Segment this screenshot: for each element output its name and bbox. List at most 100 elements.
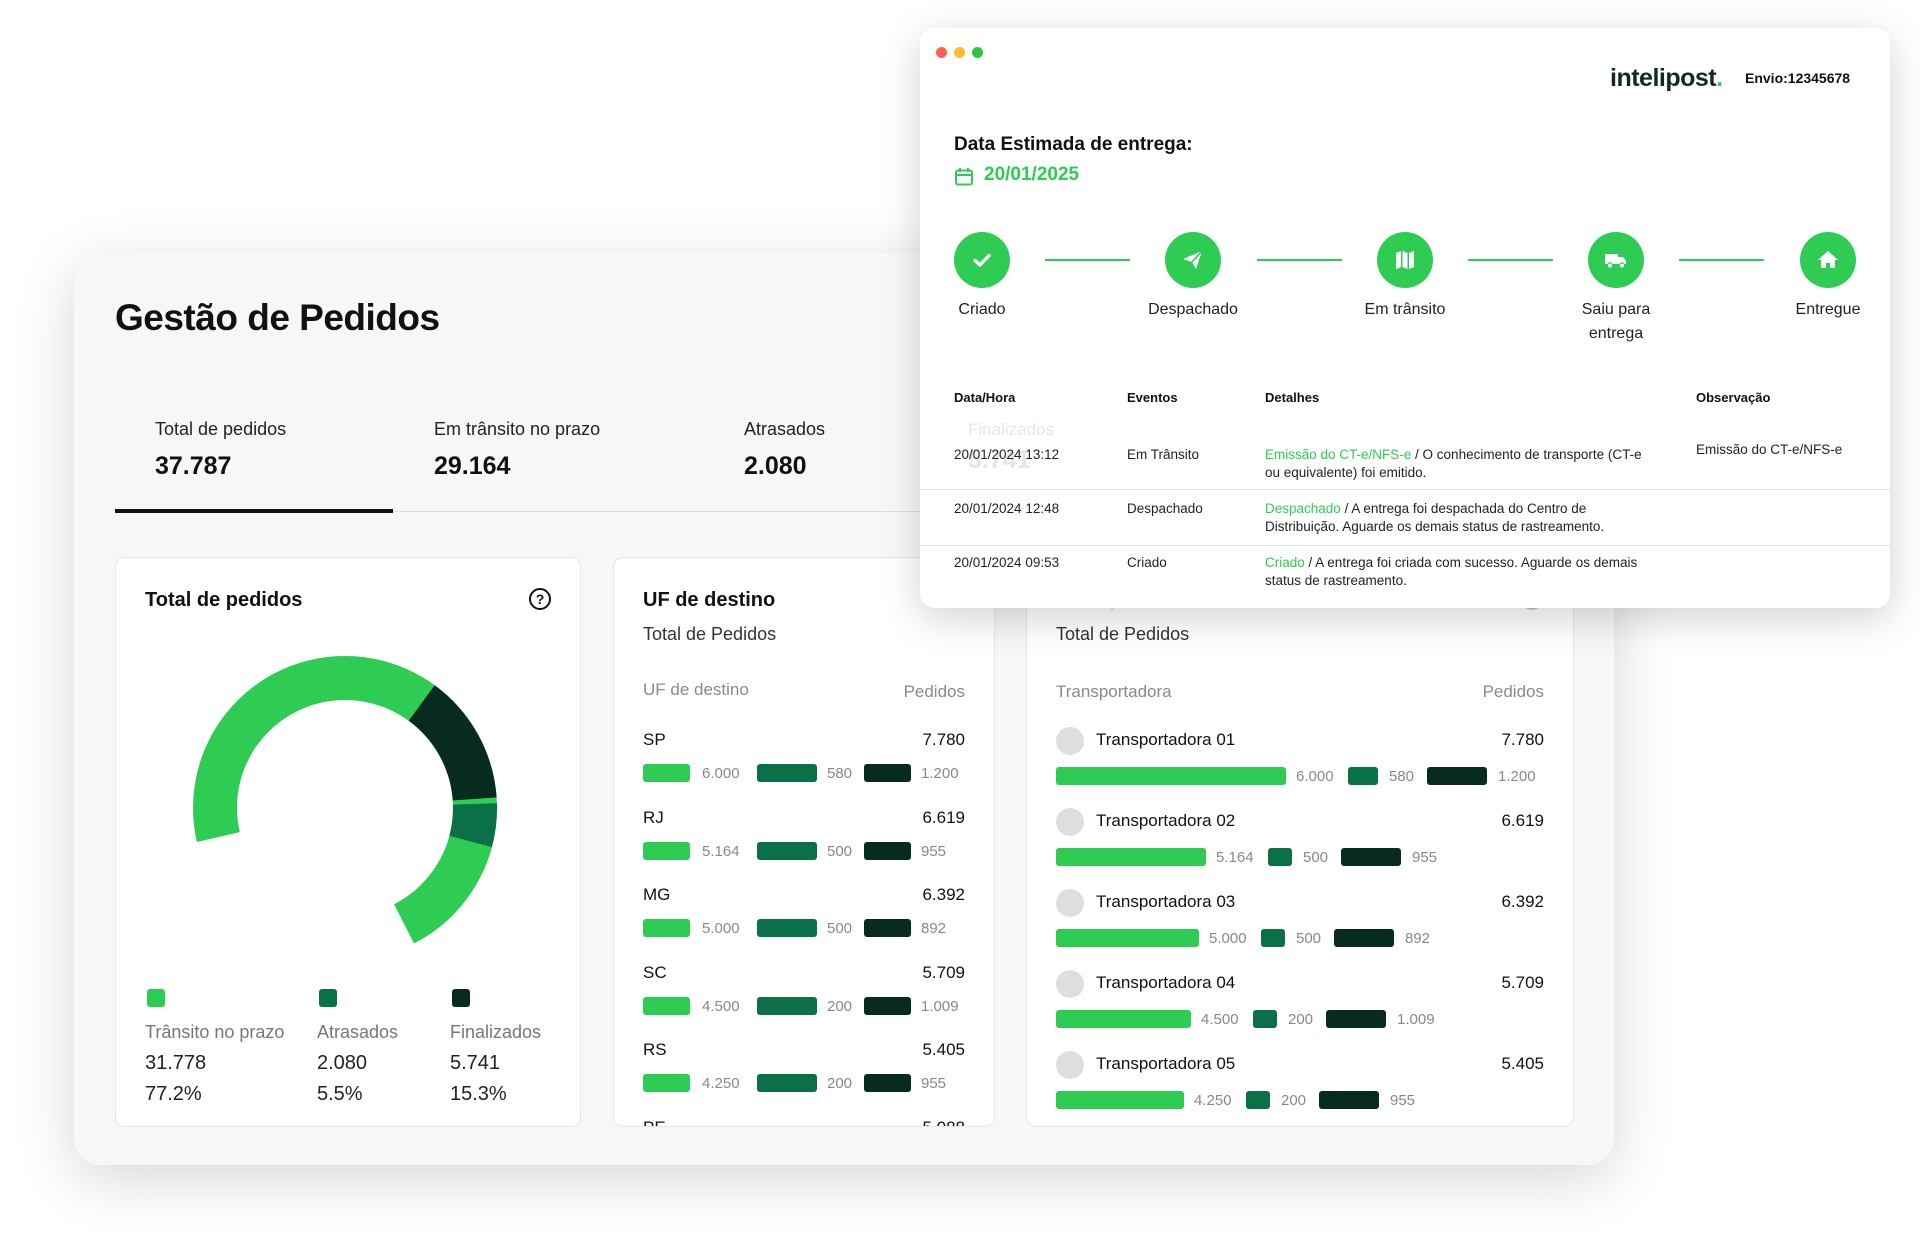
uf-total: 6.392 xyxy=(922,885,965,904)
bar-segment-atrasados[interactable] xyxy=(1253,1010,1277,1028)
bar-value: 200 xyxy=(827,1075,853,1092)
estimate-label: Data Estimada de entrega: xyxy=(954,134,1193,155)
bar-segment-atrasados[interactable] xyxy=(1246,1091,1270,1109)
bar-segment-transito[interactable] xyxy=(643,919,690,937)
bar-value: 500 xyxy=(1303,849,1329,866)
carrier-total: 6.619 xyxy=(1501,811,1544,830)
bar-value: 4.250 xyxy=(702,1075,740,1092)
bar-segment-finalizados[interactable] xyxy=(864,841,911,860)
event-date: 20/01/2024 13:12 xyxy=(954,447,1060,462)
tab-divider xyxy=(115,511,1614,512)
bar-segment-finalizados[interactable] xyxy=(1427,767,1487,785)
carrier-card: Transportadora ? Total de Pedidos Transp… xyxy=(1026,557,1574,1127)
step-connector xyxy=(1679,259,1764,261)
donut-chart xyxy=(193,656,497,960)
event-highlight-link[interactable]: Despachado xyxy=(1265,501,1341,516)
uf-name: SP xyxy=(643,730,666,749)
legend-value: 31.778 xyxy=(145,1052,207,1074)
bar-value: 955 xyxy=(921,842,947,860)
step-connector xyxy=(1045,259,1130,261)
column-header-carrier: Transportadora xyxy=(1056,682,1172,701)
window-minimize-dot[interactable] xyxy=(954,47,965,58)
bar-segment-atrasados[interactable] xyxy=(1268,848,1292,866)
card-title: UF de destino xyxy=(643,589,776,611)
bar-value: 200 xyxy=(1288,1011,1314,1028)
bar-value: 955 xyxy=(921,1075,947,1092)
carrier-name[interactable]: Transportadora 03 xyxy=(1096,892,1236,911)
event-detail-text: / O conhecimento de transporte (CT-e ou … xyxy=(1265,447,1642,481)
bar-segment-finalizados[interactable] xyxy=(1341,848,1401,866)
event-note: Emissão do CT-e/NFS-e xyxy=(1696,442,1843,457)
event-date: 20/01/2024 09:53 xyxy=(954,555,1060,570)
bar-segment-finalizados[interactable] xyxy=(864,996,911,1015)
tab-em-transito[interactable]: Em trânsito no prazo 29.164 xyxy=(434,419,600,481)
question-circle-icon[interactable]: ? xyxy=(529,588,551,610)
event-highlight-link[interactable]: Criado xyxy=(1265,555,1305,570)
map-icon xyxy=(1377,232,1433,288)
carrier-name[interactable]: Transportadora 04 xyxy=(1096,973,1236,992)
event-name: Despachado xyxy=(1127,501,1203,516)
legend-percent: 5.5% xyxy=(317,1083,363,1105)
event-highlight-link[interactable]: Emissão do CT-e/NFS-e xyxy=(1265,447,1412,462)
brand-dot: . xyxy=(1716,64,1723,92)
bar-segment-transito[interactable] xyxy=(643,996,690,1015)
carrier-total: 5.405 xyxy=(1501,1054,1544,1073)
uf-name: RJ xyxy=(643,807,664,827)
bar-segment-atrasados[interactable] xyxy=(757,996,817,1015)
bar-segment-finalizados[interactable] xyxy=(864,764,911,782)
uf-total: 6.619 xyxy=(922,807,965,827)
bar-segment-atrasados[interactable] xyxy=(757,764,817,782)
bar-value: 580 xyxy=(1389,768,1415,785)
kpi-value: 2.080 xyxy=(744,452,807,480)
card-subtitle: Total de Pedidos xyxy=(1056,624,1190,644)
event-detail: Emissão do CT-e/NFS-e / O conhecimento d… xyxy=(1265,446,1645,482)
carrier-avatar xyxy=(1056,1051,1084,1079)
bar-segment-finalizados[interactable] xyxy=(1334,929,1394,947)
donut-segment-atrasados[interactable] xyxy=(193,656,497,960)
bar-segment-transito[interactable] xyxy=(1056,848,1206,866)
bar-segment-atrasados[interactable] xyxy=(757,919,817,937)
bar-segment-finalizados[interactable] xyxy=(864,1074,911,1092)
bar-value: 200 xyxy=(827,997,853,1015)
bar-segment-transito[interactable] xyxy=(1056,767,1286,785)
row-divider xyxy=(920,489,1890,490)
table-header-note: Observação xyxy=(1696,390,1771,405)
card-title: Total de pedidos xyxy=(145,589,303,611)
carrier-avatar xyxy=(1056,970,1084,998)
bar-segment-transito[interactable] xyxy=(643,764,690,782)
bar-segment-transito[interactable] xyxy=(1056,1010,1191,1028)
estimate-date: 20/01/2025 xyxy=(984,164,1080,185)
bar-value: 5.000 xyxy=(702,920,740,937)
uf-total: 7.780 xyxy=(922,730,965,749)
bar-segment-atrasados[interactable] xyxy=(1348,767,1378,785)
table-header-date: Data/Hora xyxy=(954,390,1016,405)
legend-percent: 77.2% xyxy=(145,1083,202,1105)
legend-percent: 15.3% xyxy=(450,1083,507,1105)
bar-segment-atrasados[interactable] xyxy=(757,1074,817,1092)
bar-segment-finalizados[interactable] xyxy=(1326,1010,1386,1028)
window-maximize-dot[interactable] xyxy=(972,47,983,58)
home-icon xyxy=(1800,232,1856,288)
tab-total-pedidos[interactable]: Total de pedidos 37.787 xyxy=(155,419,286,481)
bar-value: 6.000 xyxy=(1296,768,1334,785)
carrier-name[interactable]: Transportadora 02 xyxy=(1096,811,1236,830)
bar-segment-transito[interactable] xyxy=(643,1074,690,1092)
column-header-pedidos: Pedidos xyxy=(1482,682,1544,701)
bar-segment-finalizados[interactable] xyxy=(1319,1091,1379,1109)
bar-value: 1.009 xyxy=(921,997,959,1015)
uf-total: 5.405 xyxy=(922,1040,965,1059)
tab-atrasados[interactable]: Atrasados 2.080 xyxy=(744,419,825,481)
total-orders-card: Total de pedidos ? Trânsito no prazo 31.… xyxy=(115,557,581,1127)
step-label-em-transito: Em trânsito xyxy=(1364,301,1446,318)
bar-segment-transito[interactable] xyxy=(1056,929,1199,947)
uf-name: RS xyxy=(643,1040,667,1059)
bar-segment-transito[interactable] xyxy=(1056,1091,1184,1109)
carrier-name[interactable]: Transportadora 05 xyxy=(1096,1054,1236,1073)
window-close-dot[interactable] xyxy=(936,47,947,58)
bar-segment-transito[interactable] xyxy=(643,841,690,860)
bar-segment-finalizados[interactable] xyxy=(864,919,911,937)
carrier-name[interactable]: Transportadora 01 xyxy=(1096,730,1236,749)
bar-segment-atrasados[interactable] xyxy=(1261,929,1285,947)
step-label-criado: Criado xyxy=(958,301,1006,318)
bar-segment-atrasados[interactable] xyxy=(757,841,817,860)
